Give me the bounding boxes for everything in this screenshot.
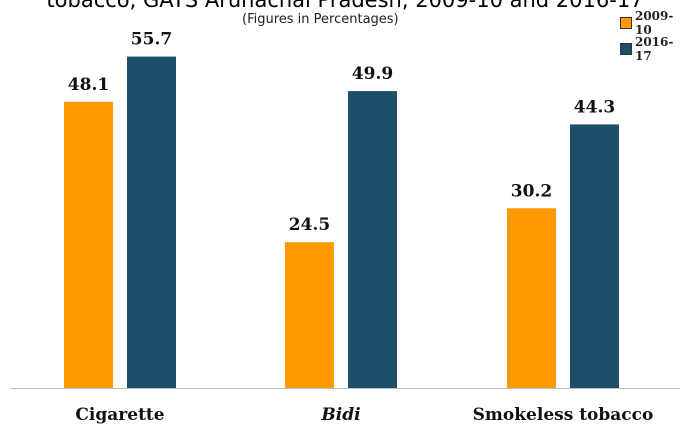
legend-label-2016-17: 2016-17 (634, 35, 674, 63)
legend: 2009-10 2016-17 (620, 9, 690, 68)
data-label-2009-10-2: 30.2 (511, 181, 552, 201)
legend-item-2009-10: 2009-10 (620, 9, 690, 37)
legend-label-2009-10: 2009-10 (634, 9, 674, 37)
data-label-2016-17-2: 44.3 (574, 97, 615, 117)
category-label-2: Smokeless tobacco (473, 405, 654, 425)
data-label-2016-17-0: 55.7 (131, 30, 172, 50)
legend-swatch-2016-17 (620, 43, 632, 55)
data-label-2016-17-1: 49.9 (352, 64, 393, 84)
bar-2016-17-2 (570, 124, 619, 388)
category-label-0: Cigarette (75, 405, 164, 425)
data-label-2009-10-0: 48.1 (68, 75, 109, 95)
legend-item-2016-17: 2016-17 (620, 35, 690, 63)
bar-2009-10-2 (507, 208, 556, 388)
legend-swatch-2009-10 (620, 17, 632, 29)
bar-2009-10-1 (285, 242, 334, 388)
chart-subtitle: (Figures in Percentages) (242, 12, 399, 27)
bar-2016-17-1 (348, 91, 397, 388)
data-label-2009-10-1: 24.5 (289, 215, 330, 235)
chart-title: tobacco, GATS Arunachal Pradesh, 2009-10… (46, 0, 644, 12)
bar-2009-10-0 (64, 101, 113, 389)
bar-2016-17-0 (127, 56, 176, 389)
category-label-1: Bidi (320, 405, 360, 425)
